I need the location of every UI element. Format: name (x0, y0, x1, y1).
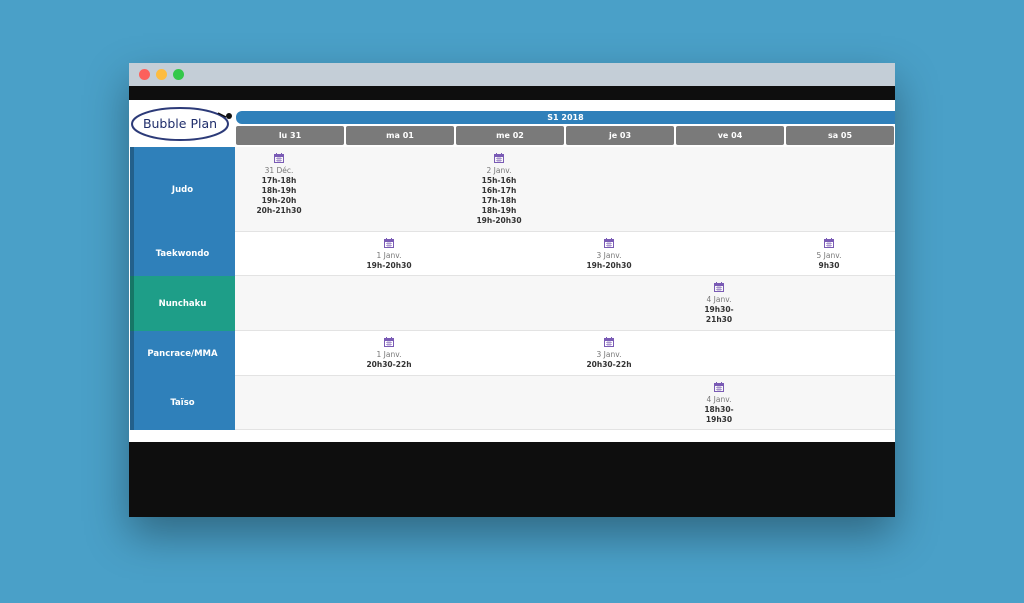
event-time: 19h-20h30 (366, 261, 412, 270)
activity-name: Pancrace/MMA (147, 348, 218, 359)
event-time: 15h-16h (481, 176, 517, 185)
event-date: 3 Janv. (596, 251, 622, 260)
row (235, 147, 895, 232)
calendar-icon (604, 238, 614, 248)
activity-name: Judo (171, 184, 194, 195)
event-time: 18h30- (704, 405, 734, 414)
event[interactable]: 1 Janv. 19h-20h30 (354, 238, 424, 271)
maximize-button[interactable] (173, 69, 184, 80)
event[interactable]: 31 Déc. 17h-18h 18h-19h 19h-20h 20h-21h30 (244, 153, 314, 216)
event[interactable]: 2 Janv. 15h-16h 16h-17h 17h-18h 18h-19h 19h-2… (464, 153, 534, 226)
calendar-icon (384, 238, 394, 248)
activity-label: Pancrace/MMA (130, 331, 235, 376)
day-header: me 02 (456, 126, 564, 145)
calendar-icon (714, 382, 724, 392)
row (235, 331, 895, 376)
browser-window: Bubble Plan S1 2018 lu 31 ma 01 me 02 je 03… (129, 63, 895, 517)
day-header: lu 31 (236, 126, 344, 145)
event-time: 19h-20h (261, 196, 297, 205)
event-time: 19h30- (704, 305, 734, 314)
minimize-button[interactable] (156, 69, 167, 80)
day-header: ve 04 (676, 126, 784, 145)
row (235, 232, 895, 276)
event[interactable]: 3 Janv. 20h30-22h (574, 337, 644, 370)
title-bar (129, 63, 895, 86)
event-date: 31 Déc. (264, 166, 294, 175)
event-date: 1 Janv. (376, 350, 402, 359)
event-time: 18h-19h (261, 186, 297, 195)
event[interactable]: 1 Janv. 20h30-22h (354, 337, 424, 370)
event[interactable]: 3 Janv. 19h-20h30 (574, 238, 644, 271)
event-time: 18h-19h (481, 206, 517, 215)
activity-label: Judo (130, 147, 235, 232)
event[interactable]: 4 Janv. 18h30- 19h30 (684, 382, 754, 425)
calendar-icon (494, 153, 504, 163)
event-time: 21h30 (705, 315, 733, 324)
event-time: 20h-21h30 (256, 206, 302, 215)
activity-name: Taekwondo (155, 249, 210, 259)
event-time: 16h-17h (481, 186, 517, 195)
event-date: 4 Janv. (706, 295, 732, 304)
day-header: ma 01 (346, 126, 454, 145)
logo[interactable]: Bubble Plan (130, 104, 234, 144)
event-time: 17h-18h (481, 196, 517, 205)
event-date: 3 Janv. (596, 350, 622, 359)
calendar-icon (824, 238, 834, 248)
planning: Bubble Plan S1 2018 lu 31 ma 01 me 02 je 03… (129, 100, 895, 442)
day-header: sa 05 (786, 126, 894, 145)
event-time: 20h30-22h (586, 360, 632, 369)
row (235, 276, 895, 331)
row (235, 376, 895, 430)
event-date: 1 Janv. (376, 251, 402, 260)
event-date: 4 Janv. (706, 395, 732, 404)
activity-label: Taekwondo (130, 232, 235, 276)
event-date: 2 Janv. (486, 166, 512, 175)
event-time: 17h-18h (261, 176, 297, 185)
event-date: 5 Janv. (816, 251, 842, 260)
event[interactable]: 5 Janv. 9h30 (794, 238, 864, 271)
event-time: 9h30 (818, 261, 840, 270)
activity-label: Nunchaku (130, 276, 235, 331)
period-header: S1 2018 (236, 111, 895, 124)
calendar-icon (714, 282, 724, 292)
event-time: 19h30 (705, 415, 733, 424)
calendar-icon (604, 337, 614, 347)
close-button[interactable] (139, 69, 150, 80)
logo-text: Bubble Plan (143, 116, 217, 131)
event-time: 19h-20h30 (476, 216, 522, 225)
activity-name: Taïso (170, 398, 195, 408)
event[interactable]: 4 Janv. 19h30- 21h30 (684, 282, 754, 325)
activity-label: Taïso (130, 376, 235, 430)
activity-name: Nunchaku (158, 298, 207, 309)
event-time: 20h30-22h (366, 360, 412, 369)
event-time: 19h-20h30 (586, 261, 632, 270)
calendar-icon (274, 153, 284, 163)
calendar-icon (384, 337, 394, 347)
day-header: je 03 (566, 126, 674, 145)
